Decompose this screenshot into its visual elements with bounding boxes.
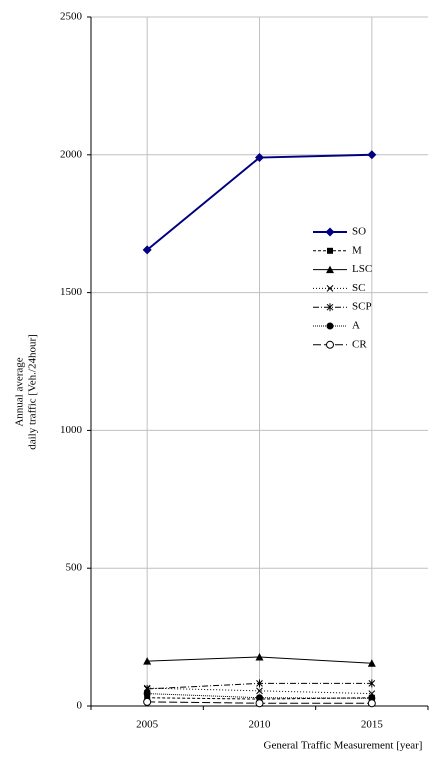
y-tick-label: 1500 (60, 286, 83, 298)
marker (256, 679, 263, 688)
marker (143, 697, 152, 706)
y-tick-label: 500 (66, 562, 83, 574)
marker (367, 699, 376, 708)
marker (255, 652, 264, 661)
marker (143, 657, 152, 665)
y-axis-title: daily traffic [Veh./24hour] (27, 334, 39, 450)
marker (327, 247, 333, 254)
marker (326, 303, 334, 312)
y-tick-label: 2500 (60, 11, 83, 23)
y-tick-label: 0 (77, 700, 83, 712)
marker (144, 694, 151, 701)
x-tick-label: 2015 (361, 719, 384, 731)
marker (326, 340, 334, 349)
marker (368, 679, 376, 688)
y-tick-label: 1000 (60, 424, 83, 436)
y-axis-title: Annual average (14, 357, 26, 426)
marker (326, 285, 334, 292)
marker (367, 150, 377, 160)
marker (325, 227, 335, 237)
legend-label: M (352, 244, 362, 256)
x-tick-label: 2010 (249, 719, 272, 731)
marker (255, 153, 264, 163)
legend-label: CR (352, 338, 367, 350)
legend-label: A (352, 320, 360, 332)
legend-label: SO (352, 226, 366, 238)
marker (326, 322, 334, 330)
legend-label: SCP (352, 301, 372, 313)
x-axis-title: General Traffic Measurement [year] (264, 740, 423, 752)
marker (255, 699, 264, 708)
marker (143, 690, 151, 698)
x-tick-label: 2005 (136, 719, 159, 731)
legend-label: SC (352, 282, 365, 294)
marker (326, 265, 334, 274)
marker (367, 659, 376, 667)
y-tick-label: 2000 (60, 148, 83, 160)
marker (142, 245, 152, 255)
legend-label: LSC (352, 263, 372, 275)
marker (256, 694, 263, 702)
marker (256, 687, 263, 695)
